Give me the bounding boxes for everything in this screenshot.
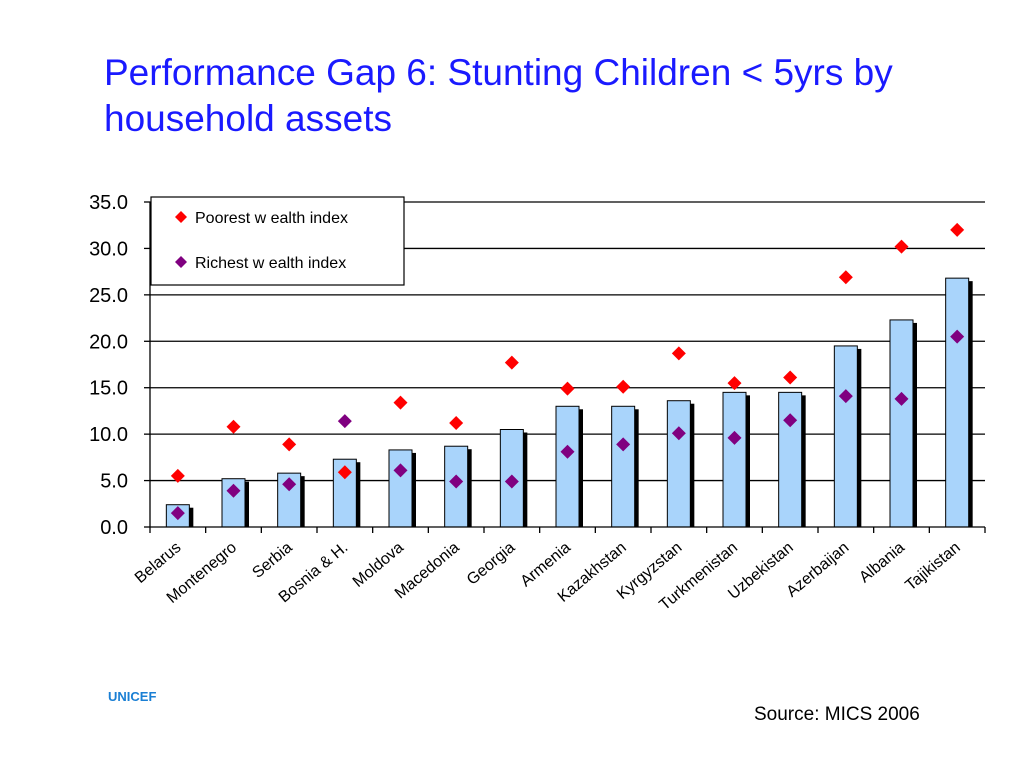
richest-marker xyxy=(838,389,853,404)
y-tick-label: 30.0 xyxy=(89,238,128,260)
poorest-marker xyxy=(282,437,297,452)
y-tick-label: 25.0 xyxy=(89,285,128,307)
y-tick-label: 20.0 xyxy=(89,331,128,353)
y-tick-label: 35.0 xyxy=(89,192,128,214)
richest-marker xyxy=(449,474,464,489)
legend-richest-label: Richest w ealth index xyxy=(195,255,346,272)
bars xyxy=(165,277,973,528)
richest-marker xyxy=(894,391,909,406)
x-category-label: Georgia xyxy=(464,539,519,589)
poorest-marker xyxy=(783,370,798,385)
poorest-marker xyxy=(504,355,519,370)
poorest-marker xyxy=(894,239,909,254)
richest-marker xyxy=(671,426,686,441)
poorest-marker xyxy=(671,346,686,361)
richest-marker xyxy=(504,474,519,489)
bar-turkmenistan xyxy=(722,391,747,528)
org-label: UNICEF xyxy=(108,689,157,704)
x-category-label: Serbia xyxy=(249,539,295,582)
bar-uzbekistan xyxy=(778,391,803,528)
richest-marker xyxy=(226,483,241,498)
legend-richest-marker xyxy=(175,256,187,268)
richest-marker xyxy=(170,506,185,521)
source-note: Source: MICS 2006 xyxy=(754,704,920,725)
poorest-marker xyxy=(560,381,575,396)
legend-poorest-label: Poorest w ealth index xyxy=(195,210,348,227)
x-category-label: Azerbaijan xyxy=(784,539,853,601)
bar-moldova xyxy=(388,449,413,528)
richest-marker xyxy=(783,413,798,428)
poorest-marker xyxy=(393,395,408,410)
poorest-marker xyxy=(337,465,352,480)
y-tick-label: 5.0 xyxy=(100,471,128,493)
richest-marker xyxy=(393,463,408,478)
poorest-marker xyxy=(226,419,241,434)
bar-azerbaijan xyxy=(833,345,858,528)
legend: Poorest w ealth index Richest w ealth in… xyxy=(150,196,405,286)
bar-armenia xyxy=(555,405,580,528)
richest-marker xyxy=(950,329,965,344)
poorest-marker xyxy=(170,468,185,483)
bar-albania xyxy=(889,319,914,528)
x-category-label: Belarus xyxy=(132,539,184,587)
y-tick-label: 10.0 xyxy=(89,424,128,446)
richest-marker xyxy=(560,444,575,459)
poorest-marker xyxy=(727,376,742,391)
poorest-marker xyxy=(616,379,631,394)
markers xyxy=(170,222,965,521)
bar-kazakhstan xyxy=(611,405,636,528)
richest-marker xyxy=(727,430,742,445)
bar-kyrgyzstan xyxy=(666,400,691,528)
richest-marker xyxy=(282,477,297,492)
slide-title: Performance Gap 6: Stunting Children < 5… xyxy=(104,52,893,139)
y-tick-label: 0.0 xyxy=(100,517,128,539)
x-category-label: Tajikistan xyxy=(902,539,963,594)
richest-marker xyxy=(616,437,631,452)
poorest-marker xyxy=(950,222,965,237)
legend-poorest-marker xyxy=(175,211,187,223)
richest-marker xyxy=(337,414,352,429)
bar-tajikistan xyxy=(945,277,970,528)
poorest-marker xyxy=(449,416,464,430)
x-category-label: Albania xyxy=(856,539,908,586)
poorest-marker xyxy=(838,270,853,285)
legend-box xyxy=(150,196,405,286)
y-tick-label: 15.0 xyxy=(89,378,128,400)
